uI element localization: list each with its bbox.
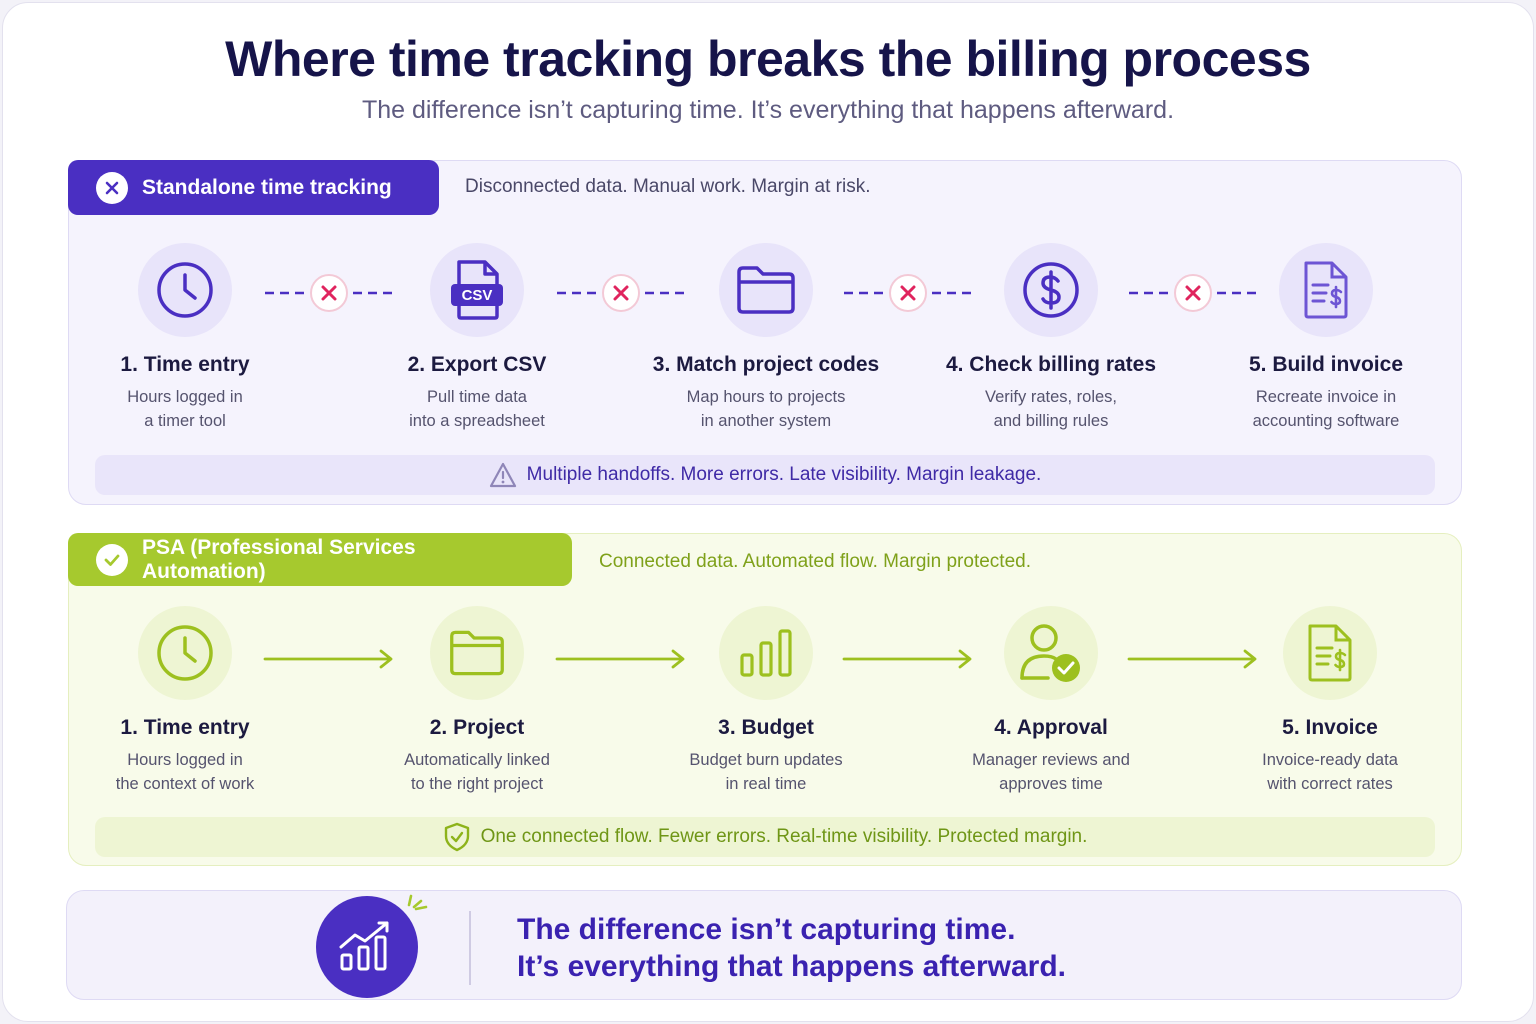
step-label: 5. Build invoice [1248, 353, 1404, 376]
clock-icon [138, 243, 232, 337]
page-title: Where time tracking breaks the billing p… [225, 31, 1311, 87]
standalone-step-export-csv: CSV 2. Export CSV Pull time data into a … [337, 243, 617, 433]
psa-step-budget: 3. Budget Budget burn updates in real ti… [626, 606, 906, 796]
standalone-step-time-entry: 1. Time entry Hours logged in a timer to… [45, 243, 325, 433]
broken-connector [844, 274, 972, 312]
step-description: Manager reviews and approves time [972, 751, 1130, 793]
x-circle-icon [1174, 274, 1212, 312]
standalone-tagline: Disconnected data. Manual work. Margin a… [465, 176, 871, 197]
standalone-banner-text: Multiple handoffs. More errors. Late vis… [526, 464, 1042, 485]
dollar-circle-icon [1004, 243, 1098, 337]
footer-quote-line-1: The difference isn’t capturing time. [517, 913, 1016, 946]
footer-callout: The difference isn’t capturing time. It’… [66, 890, 1462, 1000]
standalone-tag: Standalone time tracking [68, 160, 439, 215]
step-description: Automatically linked to the right projec… [404, 751, 550, 793]
folder-icon [430, 606, 524, 700]
step-label: 5. Invoice [1282, 716, 1378, 739]
step-label: 4. Check billing rates [945, 353, 1157, 376]
step-label: 3. Match project codes [652, 353, 880, 376]
invoice-icon [1283, 606, 1377, 700]
step-description: Map hours to projects in another system [686, 388, 846, 430]
x-circle-icon [602, 274, 640, 312]
shield-check-icon [443, 822, 471, 852]
clock-icon [138, 606, 232, 700]
standalone-warning-banner: Multiple handoffs. More errors. Late vis… [95, 455, 1435, 495]
x-circle-icon [310, 274, 348, 312]
step-description: Hours logged in a timer tool [127, 388, 243, 430]
step-description: Invoice-ready data with correct rates [1262, 751, 1398, 793]
footer-quote: The difference isn’t capturing time. It’… [517, 911, 1066, 985]
standalone-step-build-invoice: 5. Build invoice Recreate invoice in acc… [1186, 243, 1466, 433]
step-description: Pull time data into a spreadsheet [409, 388, 545, 430]
psa-tagline: Connected data. Automated flow. Margin p… [599, 551, 1031, 572]
psa-step-time-entry: 1. Time entry Hours logged in the contex… [45, 606, 325, 796]
step-label: 2. Project [429, 716, 525, 739]
x-circle-icon [889, 274, 927, 312]
x-icon [96, 171, 128, 204]
step-description: Verify rates, roles, and billing rules [984, 388, 1118, 430]
psa-banner-text: One connected flow. Fewer errors. Real-t… [480, 826, 1088, 847]
check-icon [96, 543, 128, 576]
psa-tag-label: PSA (Professional Services Automation) [142, 535, 416, 583]
step-label: 1. Time entry [120, 716, 250, 739]
psa-success-banner: One connected flow. Fewer errors. Real-t… [95, 817, 1435, 857]
step-label: 4. Approval [994, 716, 1108, 739]
trending-up-chart-icon [316, 896, 418, 998]
invoice-icon [1279, 243, 1373, 337]
psa-step-project: 2. Project Automatically linked to the r… [337, 606, 617, 796]
csv-file-icon: CSV [430, 243, 524, 337]
user-check-icon [1004, 606, 1098, 700]
svg-text:CSV: CSV [462, 287, 493, 304]
broken-connector [265, 274, 393, 312]
psa-panel: PSA (Professional Services Automation) C… [68, 533, 1462, 866]
arrow-right-icon [263, 649, 393, 669]
arrow-right-icon [842, 649, 972, 669]
folder-icon [719, 243, 813, 337]
bar-chart-icon [719, 606, 813, 700]
page-subtitle: The difference isn’t capturing time. It’… [361, 96, 1175, 124]
arrow-right-icon [555, 649, 685, 669]
standalone-step-check-billing-rates: 4. Check billing rates Verify rates, rol… [911, 243, 1191, 433]
arrow-right-icon [1127, 649, 1257, 669]
step-description: Budget burn updates in real time [689, 751, 843, 793]
step-description: Hours logged in the context of work [115, 751, 255, 793]
broken-connector [1129, 274, 1257, 312]
psa-tag: PSA (Professional Services Automation) [68, 533, 572, 586]
step-label: 3. Budget [718, 716, 814, 739]
step-description: Recreate invoice in accounting software [1252, 388, 1400, 430]
sparkle-icon [407, 894, 428, 911]
footer-quote-line-2: It’s everything that happens afterward. [517, 950, 1067, 983]
divider [469, 911, 471, 985]
broken-connector [557, 274, 685, 312]
step-label: 2. Export CSV [407, 353, 547, 376]
standalone-step-match-project-codes: 3. Match project codes Map hours to proj… [626, 243, 906, 433]
standalone-panel: Standalone time tracking Disconnected da… [68, 160, 1462, 505]
psa-step-approval: 4. Approval Manager reviews and approves… [911, 606, 1191, 796]
warning-icon [489, 462, 517, 488]
standalone-tag-label: Standalone time tracking [142, 175, 392, 199]
psa-step-invoice: 5. Invoice Invoice-ready data with corre… [1190, 606, 1470, 796]
step-label: 1. Time entry [120, 353, 250, 376]
